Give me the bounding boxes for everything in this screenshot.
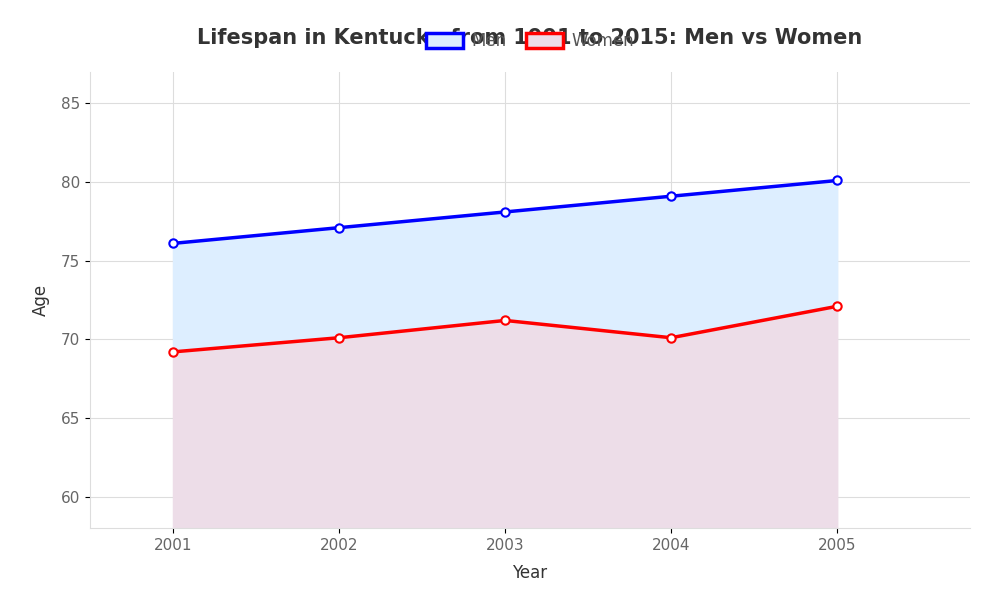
Legend: Men, Women: Men, Women — [419, 26, 641, 57]
Y-axis label: Age: Age — [32, 284, 50, 316]
Title: Lifespan in Kentucky from 1991 to 2015: Men vs Women: Lifespan in Kentucky from 1991 to 2015: … — [197, 28, 863, 48]
X-axis label: Year: Year — [512, 564, 548, 582]
